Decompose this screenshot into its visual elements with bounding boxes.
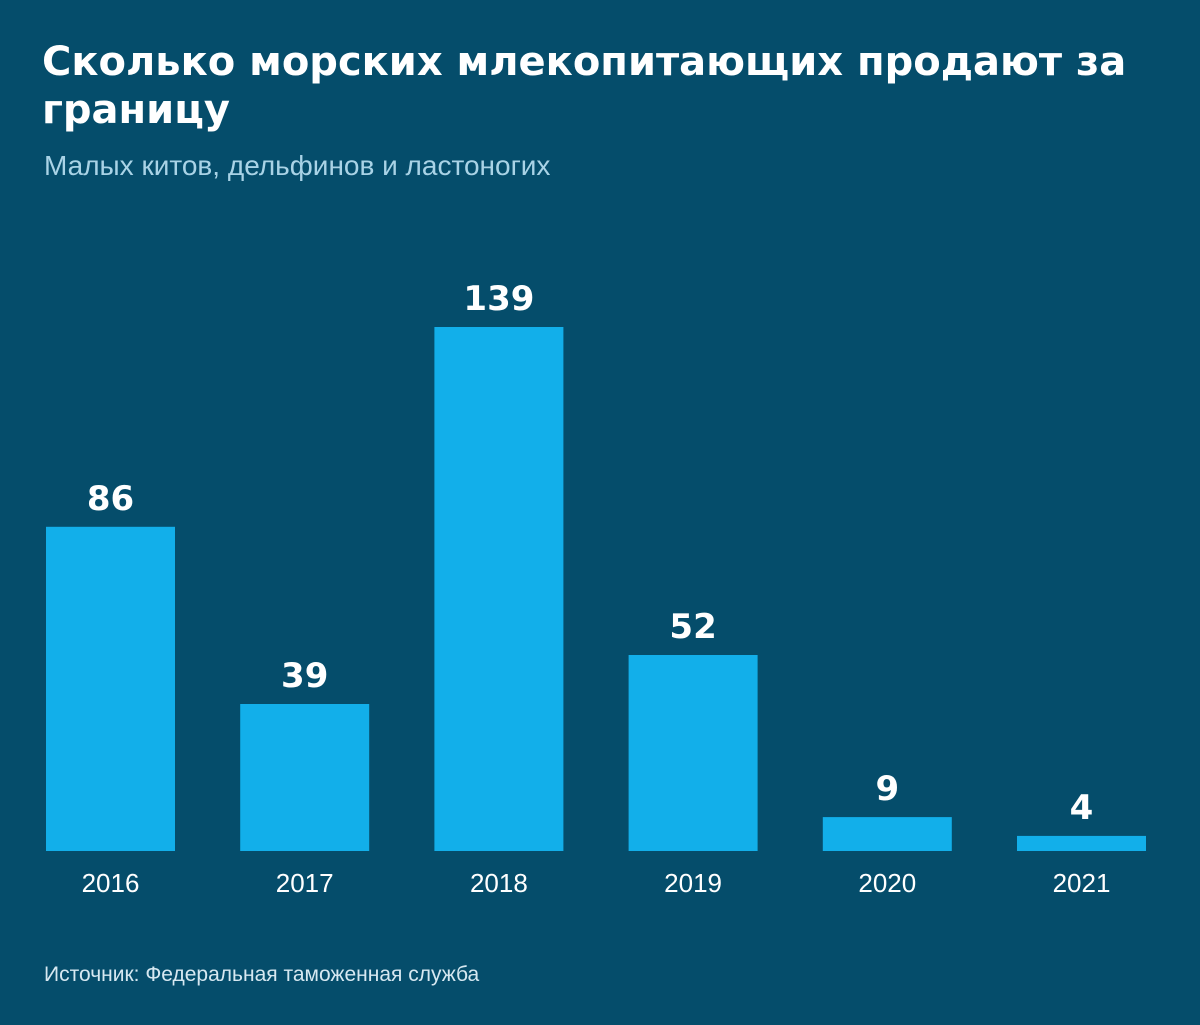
x-tick-label-2019: 2019 [664,868,722,898]
bar-2020 [822,817,952,851]
chart-title: Сколько морских млекопитающих продают за… [42,39,1127,133]
bar-2018 [434,327,564,851]
bar-2019 [628,655,758,851]
x-tick-label-2021: 2021 [1053,868,1111,898]
bar-value-label-2017: 39 [281,656,328,696]
source-note: Источник: Федеральная таможенная служба [44,963,480,986]
bar-value-label-2021: 4 [1070,788,1094,828]
x-tick-label-2018: 2018 [470,868,528,898]
x-tick-label-2017: 2017 [276,868,334,898]
bar-value-label-2020: 9 [875,769,899,809]
bar-value-label-2019: 52 [669,607,716,647]
x-tick-label-2016: 2016 [82,868,140,898]
bar-value-label-2018: 139 [463,279,534,319]
bar-2021 [1017,835,1146,851]
bar-2016 [46,526,175,851]
chart-subtitle: Малых китов, дельфинов и ластоногих [44,150,551,181]
bar-value-label-2016: 86 [87,479,134,519]
x-tick-label-2020: 2020 [858,868,916,898]
bar-2017 [240,704,370,851]
